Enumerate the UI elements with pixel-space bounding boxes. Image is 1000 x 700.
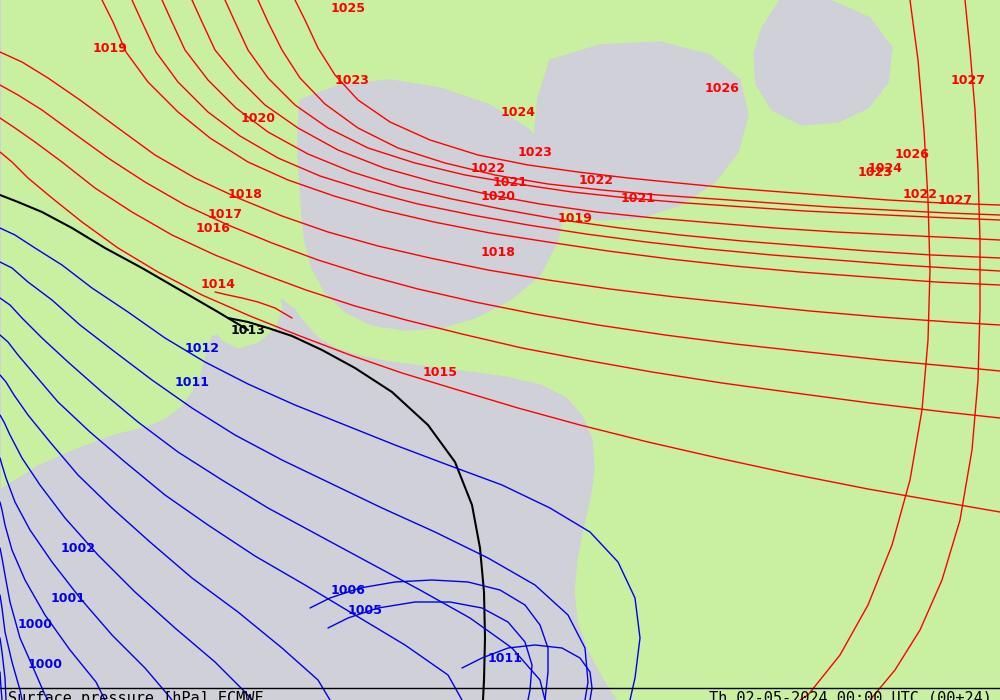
Text: 1014: 1014 (200, 279, 236, 291)
Text: 1024: 1024 (868, 162, 902, 174)
Text: 1027: 1027 (950, 74, 986, 87)
Text: 1021: 1021 (492, 176, 528, 188)
Text: Th 02-05-2024 00:00 UTC (00+24): Th 02-05-2024 00:00 UTC (00+24) (709, 690, 992, 700)
Polygon shape (188, 292, 232, 335)
Text: 1022: 1022 (471, 162, 506, 174)
Text: 1023: 1023 (518, 146, 552, 158)
Text: 1022: 1022 (902, 188, 938, 202)
Text: 1027: 1027 (938, 193, 972, 206)
Polygon shape (162, 172, 188, 192)
Text: 1000: 1000 (18, 619, 52, 631)
Text: 1019: 1019 (558, 211, 592, 225)
Text: 1023: 1023 (335, 74, 369, 87)
Text: 1018: 1018 (481, 246, 515, 258)
Text: 1006: 1006 (331, 584, 365, 596)
Text: 1011: 1011 (175, 375, 210, 389)
Text: 1011: 1011 (488, 652, 522, 664)
Text: 1015: 1015 (422, 365, 458, 379)
Text: 1005: 1005 (348, 603, 382, 617)
Text: 1019: 1019 (93, 41, 127, 55)
Polygon shape (535, 42, 748, 220)
Text: 1012: 1012 (184, 342, 220, 354)
Text: 1023: 1023 (858, 165, 892, 178)
Text: 1020: 1020 (480, 190, 516, 202)
Text: 1024: 1024 (501, 106, 536, 118)
Polygon shape (222, 240, 278, 286)
Polygon shape (298, 80, 565, 330)
Text: 1022: 1022 (578, 174, 614, 186)
Text: 1013: 1013 (231, 323, 265, 337)
Text: 1016: 1016 (196, 221, 230, 234)
Text: 1002: 1002 (60, 542, 96, 554)
Text: 1001: 1001 (50, 592, 86, 605)
Text: 1000: 1000 (28, 659, 62, 671)
Polygon shape (0, 0, 616, 700)
Text: 1020: 1020 (240, 111, 276, 125)
Text: 1026: 1026 (705, 81, 739, 94)
Text: 1021: 1021 (620, 192, 656, 204)
Polygon shape (212, 275, 282, 348)
Text: 1026: 1026 (895, 148, 929, 162)
Text: 1025: 1025 (330, 1, 366, 15)
Text: 1018: 1018 (228, 188, 262, 202)
Polygon shape (754, 0, 892, 125)
Text: Surface pressure [hPa] ECMWF: Surface pressure [hPa] ECMWF (8, 690, 264, 700)
Text: 1017: 1017 (208, 207, 242, 220)
Polygon shape (22, 55, 88, 100)
